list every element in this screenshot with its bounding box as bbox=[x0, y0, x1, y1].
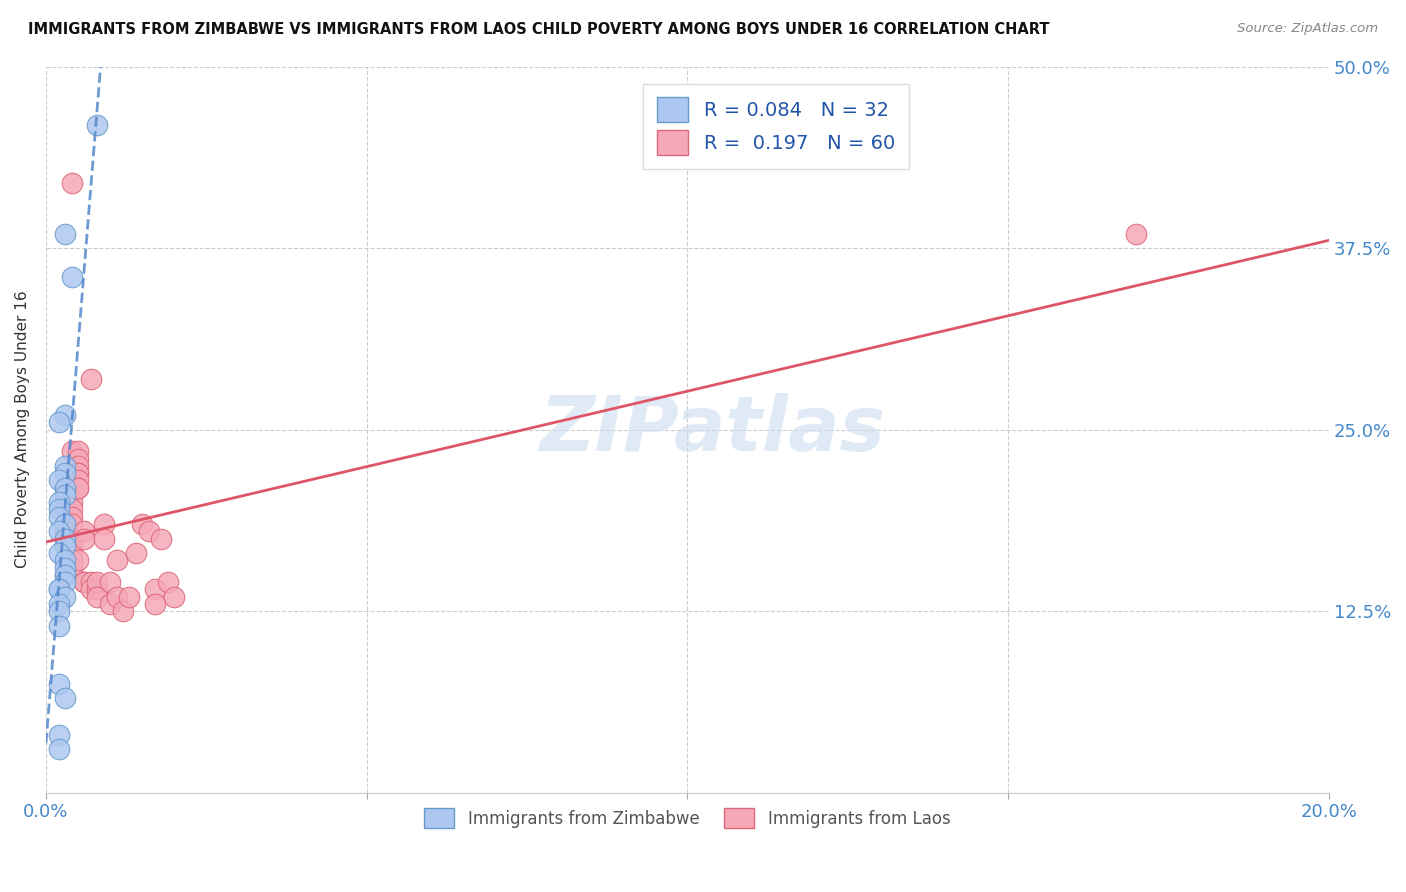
Point bbox=[53, 516, 76, 531]
Y-axis label: Child Poverty Among Boys Under 16: Child Poverty Among Boys Under 16 bbox=[15, 291, 30, 568]
Point bbox=[1125, 227, 1147, 241]
Point bbox=[53, 408, 76, 422]
Point bbox=[67, 466, 90, 480]
Point bbox=[67, 553, 90, 567]
Point bbox=[105, 590, 128, 604]
Point bbox=[48, 604, 70, 618]
Point bbox=[67, 474, 90, 488]
Point bbox=[60, 516, 83, 531]
Point bbox=[118, 590, 141, 604]
Point bbox=[143, 582, 166, 597]
Point bbox=[60, 539, 83, 553]
Point bbox=[67, 481, 90, 495]
Point bbox=[53, 466, 76, 480]
Point bbox=[67, 444, 90, 458]
Point bbox=[48, 582, 70, 597]
Point bbox=[111, 604, 134, 618]
Text: Source: ZipAtlas.com: Source: ZipAtlas.com bbox=[1237, 22, 1378, 36]
Point bbox=[53, 560, 76, 574]
Point bbox=[48, 474, 70, 488]
Point bbox=[53, 575, 76, 590]
Point bbox=[73, 575, 96, 590]
Point bbox=[53, 691, 76, 706]
Point bbox=[73, 532, 96, 546]
Point bbox=[53, 495, 76, 509]
Point bbox=[98, 597, 121, 611]
Point bbox=[53, 567, 76, 582]
Point bbox=[150, 532, 173, 546]
Point bbox=[53, 539, 76, 553]
Point bbox=[48, 546, 70, 560]
Point bbox=[60, 546, 83, 560]
Point bbox=[53, 502, 76, 516]
Point bbox=[53, 553, 76, 567]
Point bbox=[48, 742, 70, 756]
Point bbox=[53, 553, 76, 567]
Point bbox=[53, 516, 76, 531]
Point bbox=[80, 372, 103, 386]
Point bbox=[86, 118, 108, 132]
Point bbox=[60, 270, 83, 285]
Point bbox=[73, 575, 96, 590]
Point bbox=[143, 597, 166, 611]
Point bbox=[67, 451, 90, 466]
Point bbox=[48, 618, 70, 632]
Point bbox=[125, 546, 148, 560]
Point bbox=[131, 516, 153, 531]
Point bbox=[86, 590, 108, 604]
Point bbox=[60, 509, 83, 524]
Point bbox=[48, 524, 70, 539]
Point bbox=[53, 590, 76, 604]
Point bbox=[80, 582, 103, 597]
Point bbox=[156, 575, 179, 590]
Point bbox=[67, 458, 90, 473]
Point bbox=[53, 524, 76, 539]
Point bbox=[48, 728, 70, 742]
Point bbox=[53, 488, 76, 502]
Point bbox=[80, 575, 103, 590]
Point bbox=[60, 560, 83, 574]
Point bbox=[60, 481, 83, 495]
Point bbox=[163, 590, 186, 604]
Point bbox=[53, 567, 76, 582]
Point bbox=[60, 546, 83, 560]
Point bbox=[53, 532, 76, 546]
Point bbox=[60, 444, 83, 458]
Point bbox=[53, 481, 76, 495]
Point bbox=[60, 560, 83, 574]
Point bbox=[105, 553, 128, 567]
Point bbox=[98, 575, 121, 590]
Point bbox=[53, 458, 76, 473]
Point bbox=[138, 524, 160, 539]
Point bbox=[60, 532, 83, 546]
Point bbox=[53, 539, 76, 553]
Legend: Immigrants from Zimbabwe, Immigrants from Laos: Immigrants from Zimbabwe, Immigrants fro… bbox=[418, 802, 957, 835]
Point bbox=[67, 481, 90, 495]
Point bbox=[93, 516, 115, 531]
Point bbox=[53, 532, 76, 546]
Point bbox=[60, 532, 83, 546]
Point bbox=[48, 502, 70, 516]
Point bbox=[60, 553, 83, 567]
Point bbox=[48, 416, 70, 430]
Point bbox=[53, 481, 76, 495]
Point bbox=[48, 582, 70, 597]
Point bbox=[60, 502, 83, 516]
Text: IMMIGRANTS FROM ZIMBABWE VS IMMIGRANTS FROM LAOS CHILD POVERTY AMONG BOYS UNDER : IMMIGRANTS FROM ZIMBABWE VS IMMIGRANTS F… bbox=[28, 22, 1050, 37]
Point bbox=[48, 677, 70, 691]
Point bbox=[48, 509, 70, 524]
Point bbox=[73, 524, 96, 539]
Point bbox=[93, 532, 115, 546]
Point bbox=[60, 495, 83, 509]
Point bbox=[48, 597, 70, 611]
Point bbox=[86, 582, 108, 597]
Point bbox=[67, 466, 90, 480]
Point bbox=[48, 495, 70, 509]
Point bbox=[60, 176, 83, 190]
Point bbox=[53, 227, 76, 241]
Text: ZIPatlas: ZIPatlas bbox=[540, 392, 886, 467]
Point bbox=[86, 575, 108, 590]
